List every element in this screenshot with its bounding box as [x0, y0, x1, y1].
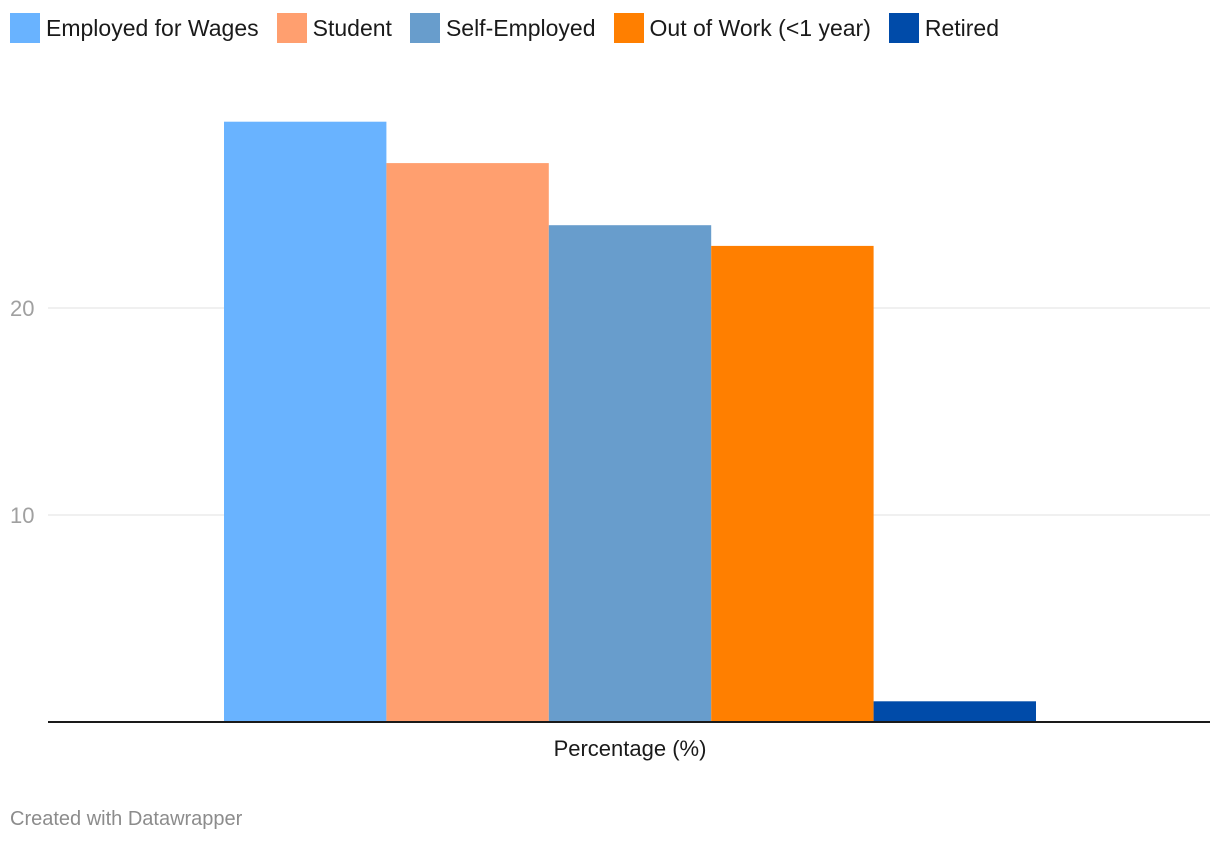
bar: [548, 225, 712, 722]
y-tick-label: 10: [10, 503, 34, 528]
bar: [224, 121, 387, 722]
bar: [386, 163, 549, 723]
legend-swatch: [613, 13, 644, 43]
legend-item: Out of Work (<1 year): [613, 13, 871, 43]
legend-item: Retired: [888, 13, 1000, 43]
legend-item: Self-Employed: [409, 13, 596, 43]
bar: [873, 701, 1036, 722]
x-category-label: Percentage (%): [554, 736, 707, 761]
legend-swatch: [276, 13, 307, 43]
legend-item: Employed for Wages: [10, 13, 259, 43]
y-tick-label: 20: [10, 296, 34, 321]
legend-swatch: [10, 13, 40, 43]
legend-swatch: [409, 13, 440, 43]
legend-swatch: [888, 13, 919, 43]
legend-label: Retired: [924, 14, 1000, 41]
legend-item: Student: [276, 13, 392, 43]
legend-label: Self-Employed: [445, 14, 596, 41]
legend: Employed for Wages Student Self-Employed Ou…: [10, 13, 1017, 43]
legend-label: Student: [312, 14, 392, 41]
legend-label: Out of Work (<1 year): [649, 14, 871, 41]
credit-text: Created with Datawrapper: [10, 808, 243, 830]
legend-label: Employed for Wages: [46, 14, 259, 41]
bar: [711, 245, 874, 722]
